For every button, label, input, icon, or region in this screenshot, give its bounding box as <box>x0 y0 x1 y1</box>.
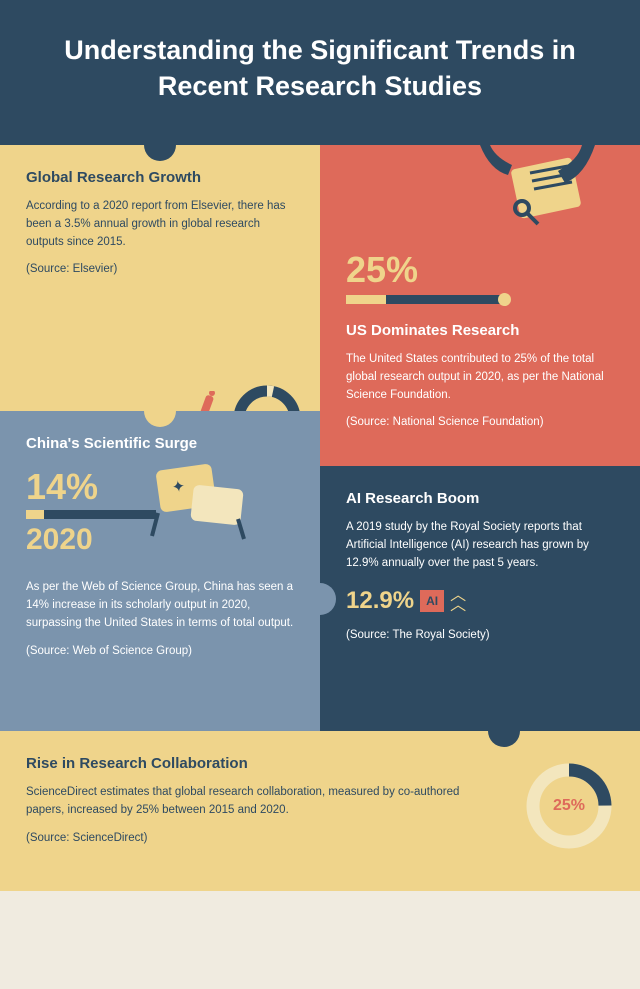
card-grid: Global Research Growth According to a 20… <box>0 145 640 891</box>
puzzle-notch <box>144 411 176 427</box>
progress-bar <box>346 295 506 304</box>
svg-text:✦: ✦ <box>171 478 187 497</box>
card-title: Rise in Research Collaboration <box>26 755 494 772</box>
card-body: A 2019 study by the Royal Society report… <box>346 519 614 572</box>
puzzle-notch <box>464 450 496 466</box>
card-title: Global Research Growth <box>26 169 294 186</box>
flag-icon: ✦ <box>150 461 250 541</box>
stat-value: 12.9% <box>346 587 414 615</box>
card-source: (Source: Web of Science Group) <box>26 643 294 661</box>
card-source: (Source: The Royal Society) <box>346 627 614 645</box>
card-ai-boom: AI Research Boom A 2019 study by the Roy… <box>320 466 640 731</box>
ai-badge: AI <box>420 590 444 612</box>
card-body: According to a 2020 report from Elsevier… <box>26 198 294 251</box>
progress-bar <box>26 510 156 519</box>
ring-value: 25% <box>553 797 585 815</box>
card-title: AI Research Boom <box>346 490 614 507</box>
puzzle-notch <box>144 145 176 161</box>
page-title: Understanding the Significant Trends in … <box>40 32 600 105</box>
card-us-dominates: 25% US Dominates Research The United Sta… <box>320 145 640 466</box>
card-body: As per the Web of Science Group, China h… <box>26 579 294 632</box>
puzzle-notch <box>320 583 336 615</box>
chevron-up-icon: ︿︿ <box>450 591 466 610</box>
ai-stat-row: 12.9% AI ︿︿ <box>346 587 614 615</box>
card-collaboration: Rise in Research Collaboration ScienceDi… <box>0 731 640 891</box>
card-source: (Source: Elsevier) <box>26 261 294 279</box>
ring-chart: 25% <box>524 761 614 851</box>
card-title: US Dominates Research <box>346 322 614 339</box>
header: Understanding the Significant Trends in … <box>0 0 640 145</box>
card-china-surge: China's Scientific Surge 14% 2020 ✦ As p… <box>0 411 320 731</box>
puzzle-notch <box>488 731 520 747</box>
card-title: China's Scientific Surge <box>26 435 294 452</box>
card-source: (Source: ScienceDirect) <box>26 830 494 848</box>
stat-value: 14% <box>26 466 98 508</box>
card-body: The United States contributed to 25% of … <box>346 351 614 404</box>
stat-value: 25% <box>346 249 614 291</box>
card-source: (Source: National Science Foundation) <box>346 414 614 432</box>
card-body: ScienceDirect estimates that global rese… <box>26 784 494 820</box>
hands-document-icon <box>450 145 630 255</box>
